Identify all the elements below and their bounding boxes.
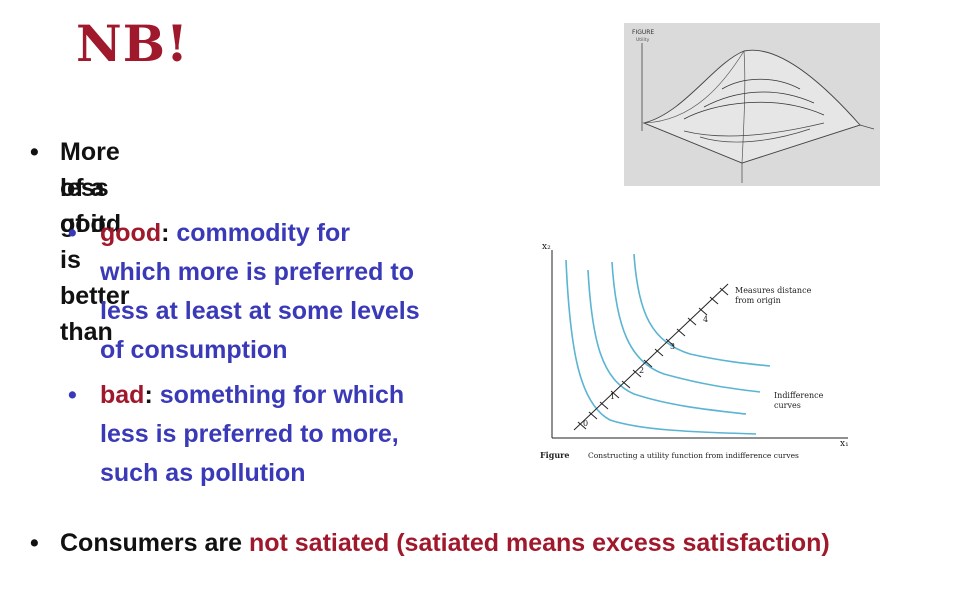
term-good: good [100, 219, 162, 247]
figure-caption-text: Constructing a utility function from ind… [588, 451, 799, 460]
good-def-line3: less at least at some levels [100, 297, 420, 325]
bullet-dot: • [68, 381, 77, 409]
distance-ray [573, 283, 729, 431]
bullet-text-line2: less of it [60, 174, 109, 238]
indifference-curves-figure: x₂ x₁ 0 1 2 3 4 [530, 232, 860, 464]
utility-surface-figure: FIGURE Utility [624, 23, 880, 186]
curves-annotation-line1: Indifference [774, 391, 824, 400]
colon: : [144, 381, 153, 409]
bullet2-prefix: Consumers are [60, 529, 249, 557]
bullet2-highlight: not satiated (satiated means excess sati… [248, 529, 830, 557]
y-axis-label: x₂ [542, 242, 551, 252]
ray-annotation-line1: Measures distance [735, 286, 812, 295]
ray-point-1: 1 [610, 392, 615, 401]
indifference-curve-4 [633, 253, 771, 367]
colon: : [161, 219, 170, 247]
ray-annotation-line2: from origin [735, 296, 781, 305]
good-def-line4: of consumption [100, 336, 288, 364]
bullet-dot: • [30, 529, 39, 557]
curves-annotation-line2: curves [774, 401, 801, 410]
slide-title: NB! [76, 14, 189, 73]
utility-surface-image: FIGURE Utility [624, 23, 880, 186]
indifference-curve-2 [587, 269, 747, 415]
ray-point-3: 3 [670, 342, 675, 351]
bad-def-line1: something for which [159, 381, 405, 409]
bad-def-line2: less is preferred to more, [100, 420, 399, 448]
figure-caption-label: Figure [540, 450, 569, 460]
good-def-line2: which more is preferred to [100, 258, 414, 286]
bad-def-line3: such as pollution [100, 459, 306, 487]
term-bad: bad [100, 381, 145, 409]
bullet-dot: • [68, 219, 77, 247]
x-axis-label: x₁ [840, 439, 849, 449]
ray-point-2: 2 [639, 366, 644, 375]
ray-point-0: 0 [583, 419, 588, 428]
good-def-line1: commodity for [176, 219, 350, 247]
bullet-dot: • [30, 138, 39, 166]
figure-label: FIGURE [632, 29, 654, 36]
bullet-text-line1: More of a good is better than [60, 138, 130, 346]
indifference-curves-chart: x₂ x₁ 0 1 2 3 4 [540, 242, 849, 460]
indifference-curve-1 [565, 259, 757, 435]
indifference-curve-3 [611, 261, 761, 393]
figure-sublabel: Utility [636, 37, 650, 43]
ray-point-4: 4 [703, 315, 708, 324]
